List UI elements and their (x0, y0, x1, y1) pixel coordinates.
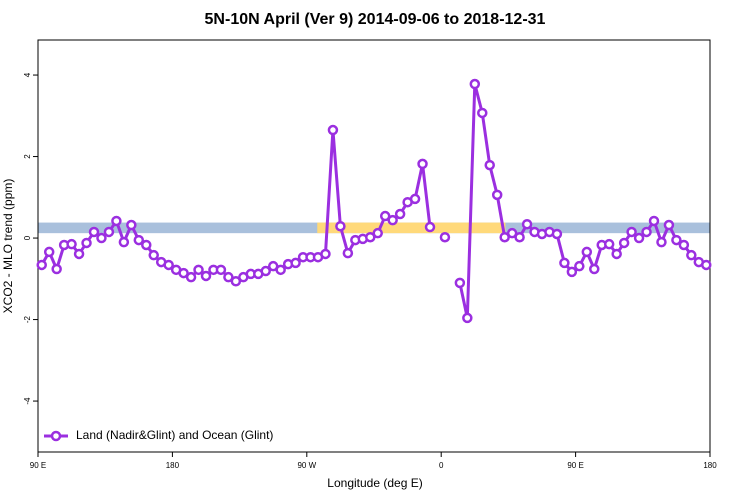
data-point (424, 221, 436, 233)
data-point (379, 210, 391, 222)
y-tick-label: 2 (23, 154, 32, 159)
data-point (193, 264, 204, 276)
x-axis-title: Longitude (deg E) (327, 476, 422, 490)
data-point (320, 248, 331, 260)
data-point (148, 249, 159, 261)
data-point (118, 236, 130, 248)
data-point (603, 238, 615, 250)
legend-label: Land (Nadir&Glint) and Ocean (Glint) (76, 428, 273, 442)
data-point (439, 231, 451, 243)
y-tick-label: -4 (23, 397, 32, 405)
data-point (230, 276, 242, 287)
data-point (103, 226, 115, 238)
data-point (626, 226, 637, 238)
data-point (641, 226, 652, 238)
data-point (394, 208, 406, 220)
series-line (458, 83, 707, 319)
x-tick-label: 90 W (297, 461, 316, 470)
data-point (260, 265, 271, 277)
x-tick-label: 90 E (30, 461, 46, 470)
data-point (335, 220, 346, 232)
data-point (574, 260, 585, 272)
data-point (559, 257, 570, 269)
data-point (215, 264, 227, 276)
x-tick-label: 180 (166, 461, 180, 470)
data-point (477, 107, 488, 119)
y-tick-label: -2 (23, 315, 32, 323)
data-point (618, 237, 630, 249)
x-tick-label: 0 (439, 461, 444, 470)
data-point (499, 231, 510, 243)
data-point (417, 158, 428, 170)
data-point (566, 266, 578, 278)
data-point (671, 234, 682, 246)
data-point (327, 124, 339, 136)
data-point (648, 215, 660, 227)
data-point (111, 215, 122, 227)
data-point (200, 270, 212, 282)
data-point (275, 264, 286, 276)
data-point (686, 249, 697, 261)
data-point (409, 193, 421, 205)
y-axis-title: XCO2 - MLO trend (ppm) (1, 179, 15, 314)
data-point (484, 159, 495, 171)
data-point (611, 248, 622, 260)
data-point (551, 228, 563, 240)
data-point (66, 238, 77, 250)
data-point (633, 232, 645, 244)
data-point (163, 259, 174, 271)
plot-frame (37, 39, 711, 453)
data-point (185, 271, 197, 283)
land-band (317, 222, 506, 234)
data-point (290, 257, 301, 269)
data-point (342, 247, 354, 259)
data-point (178, 267, 189, 279)
data-point (521, 218, 533, 230)
y-tick-label: 0 (23, 235, 32, 240)
y-tick-label: 4 (23, 72, 32, 77)
data-point (387, 214, 398, 226)
data-point (701, 259, 712, 271)
data-point (133, 234, 145, 246)
data-point (51, 263, 62, 275)
data-point (462, 312, 473, 324)
data-point (73, 248, 85, 260)
data-point (506, 227, 518, 239)
data-point (81, 237, 92, 249)
data-point (126, 219, 137, 231)
data-point (141, 239, 152, 251)
legend-marker (50, 430, 62, 442)
data-point (372, 227, 383, 239)
data-point (454, 277, 466, 289)
data-point (469, 78, 481, 90)
data-point (589, 263, 600, 275)
data-point (96, 232, 107, 244)
data-point (223, 271, 234, 283)
data-point (514, 231, 525, 243)
data-point (43, 246, 55, 258)
data-point (663, 219, 675, 231)
data-point (656, 236, 667, 248)
data-point (581, 246, 593, 258)
data-point (491, 189, 503, 201)
chart-title: 5N-10N April (Ver 9) 2014-09-06 to 2018-… (205, 11, 546, 28)
data-point (88, 226, 100, 238)
data-point (678, 239, 690, 251)
data-point (36, 259, 47, 271)
x-tick-label: 90 E (567, 461, 583, 470)
data-point (365, 231, 376, 243)
x-tick-label: 180 (703, 461, 717, 470)
